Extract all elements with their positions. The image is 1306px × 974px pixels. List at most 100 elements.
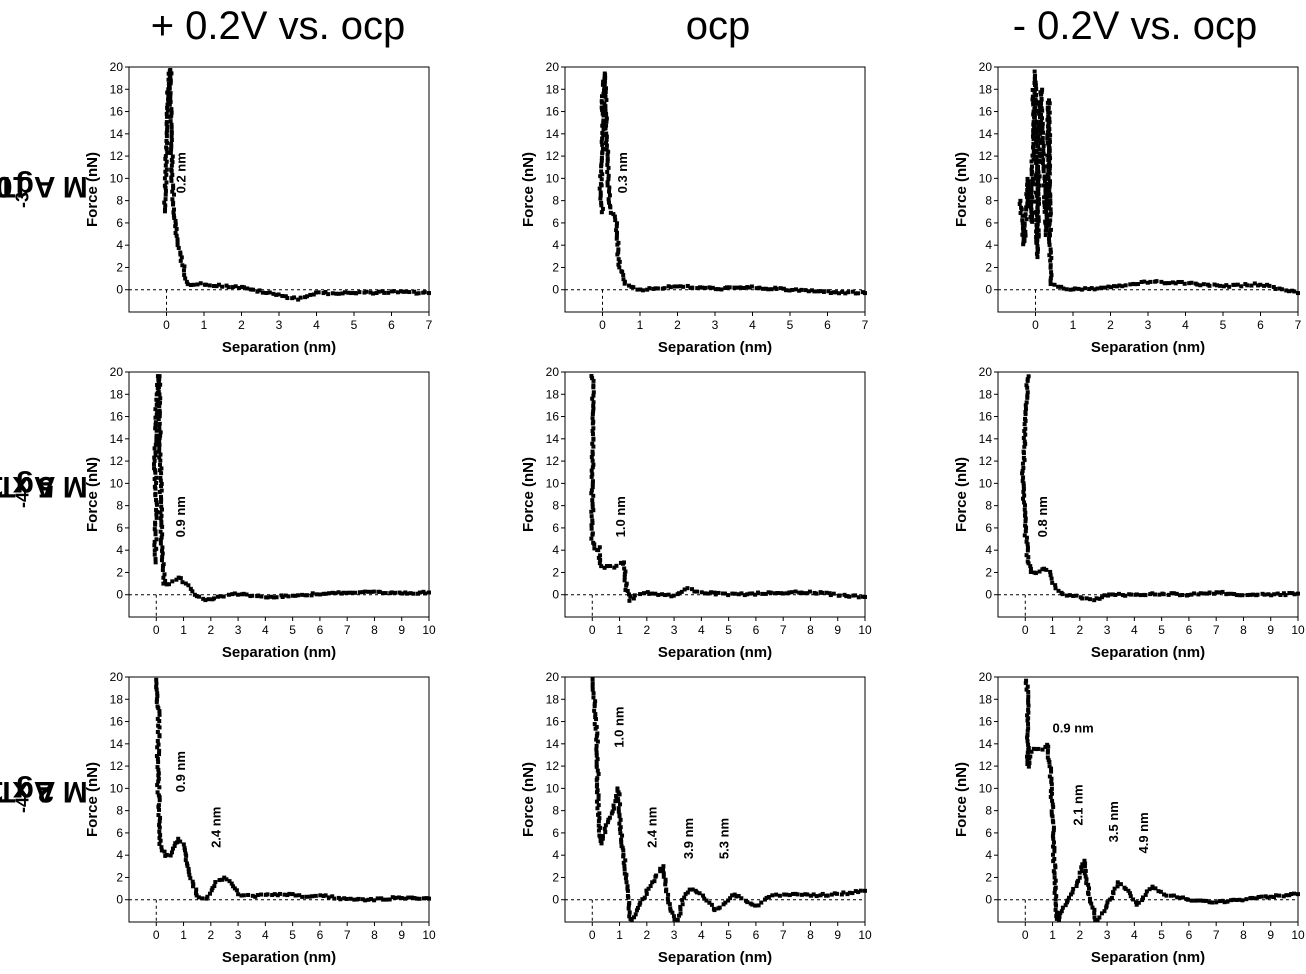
panel-2-3-ytick-label: 2 — [985, 565, 992, 579]
panel-3-1-data-point — [183, 851, 188, 856]
panel-1-2-data-point — [732, 285, 737, 290]
panel-3-1-data-point — [169, 850, 174, 855]
panel-3-2-data-point — [759, 900, 764, 905]
panel-1-3-data-point — [1047, 148, 1052, 153]
panel-3-1-xtick-label: 0 — [153, 928, 160, 942]
panel-2-1-data-point — [152, 539, 157, 544]
panel-1-1-data-point — [169, 125, 174, 130]
panel-1-2-data-point — [607, 185, 612, 190]
panel-1-3-data-point — [1020, 213, 1025, 218]
panel-2-1-data-point — [215, 594, 220, 599]
panel-1-2-data-point — [614, 224, 619, 229]
panel-1-3-data-point — [1262, 283, 1267, 288]
panel-1-3-data-point — [1142, 279, 1147, 284]
panel-2-1-data-point — [155, 410, 160, 415]
panel-2-2-data-point — [598, 557, 603, 562]
panel-3-2-data-point — [626, 895, 631, 900]
panel-2-1-data-point — [256, 593, 261, 598]
panel-2-2-data-point — [623, 587, 628, 592]
panel-1-2-data-point — [599, 177, 604, 182]
panel-1-3-data-point — [1030, 134, 1035, 139]
panel-1-3-data-point — [1040, 138, 1045, 143]
panel-2-2-data-point — [622, 571, 627, 576]
panel-3-3-data-point — [1092, 915, 1097, 920]
panel-1-3-data-point — [1042, 195, 1047, 200]
panel-2-1-data-point — [152, 552, 157, 557]
panel-2-1-data-point — [427, 590, 431, 595]
panel-1-2-data-point — [600, 142, 605, 147]
panel-1-3-data-point — [1111, 284, 1116, 289]
panel-3-2-data-point — [856, 890, 861, 895]
panel-1-1-data-point — [354, 291, 359, 296]
panel-1-3-data-point — [1201, 282, 1206, 287]
panel-1-3-data-point — [1089, 286, 1094, 291]
panel-3-2-data-point — [593, 699, 598, 704]
panel-1-3-data-point — [1042, 200, 1047, 205]
panel-2-3-data-point — [1023, 432, 1028, 437]
panel-3-1-data-point — [191, 884, 196, 889]
panel-1-1-data-point — [340, 291, 345, 296]
panel-2-3-ytick-label: 4 — [985, 543, 992, 557]
panel-2-1-data-point — [153, 520, 158, 525]
panel-3-1-xtick-label: 8 — [371, 928, 378, 942]
panel-3-3-xtick-label: 7 — [1213, 928, 1220, 942]
panel-1-3-data-point — [1034, 150, 1039, 155]
panel-1-3-data-point — [1032, 90, 1037, 95]
panel-1-2-data-point — [818, 289, 823, 294]
panel-3-1-ytick-label: 10 — [110, 781, 124, 795]
panel-3-1-data-point — [193, 891, 198, 896]
panel-2-1-ytick-label: 0 — [116, 588, 123, 602]
panel-1-1-data-point — [191, 282, 196, 287]
panel-1-3-data-point — [1159, 279, 1164, 284]
panel-3-3-data-point — [1051, 820, 1056, 825]
panel-3-2-data-point — [658, 869, 663, 874]
panel-1-3-data-point — [1047, 156, 1052, 161]
panel-2-1-data-point — [381, 591, 386, 596]
panel-3-2-data-point — [661, 871, 666, 876]
panel-3-3-data-point — [1118, 882, 1123, 887]
panel-2-1-data-point — [235, 592, 240, 597]
panel-1-3-data-point — [1042, 179, 1047, 184]
panel-3-3-data-point — [1025, 754, 1030, 759]
panel-2-1-data-point — [153, 415, 158, 420]
panel-2-1-data-point — [360, 590, 365, 595]
panel-1-1-data-point — [178, 252, 183, 257]
panel-2-2-data-point — [591, 426, 596, 431]
panel-1-3-data-point — [1024, 192, 1029, 197]
panel-2-1-data-point — [159, 497, 164, 502]
panel-1-1-data-point — [165, 124, 170, 129]
panel-1-2-data-point — [600, 136, 605, 141]
panel-2-1-data-point — [154, 502, 159, 507]
panel-2-2-xtick-label: 9 — [834, 623, 841, 637]
panel-3-2-data-point — [595, 768, 600, 773]
panel-1-2-data-point — [745, 285, 750, 290]
panel-2-1-data-point — [160, 524, 165, 529]
panel-3-2-data-point — [594, 759, 599, 764]
panel-2-2-ytick-label: 12 — [546, 454, 560, 468]
panel-2-2-data-point — [614, 563, 619, 568]
panel-3-3-data-point — [1105, 900, 1110, 905]
panel-2-1-data-point — [309, 593, 314, 598]
panel-1-1-data-point — [164, 159, 169, 164]
panel-2-1-data-point — [157, 424, 162, 429]
panel-1-2-data-point — [836, 291, 841, 296]
panel-1-3-data-point — [1189, 280, 1194, 285]
panel-1-1-data-point — [175, 243, 180, 248]
panel-3-2-data-point — [592, 704, 597, 709]
panel-3-3-data-point — [1023, 680, 1028, 685]
panel-2-3-data-point — [1110, 592, 1115, 597]
panel-3-3-ytick-label: 10 — [979, 781, 993, 795]
panel-1-1-data-point — [230, 285, 235, 290]
panel-1-3-data-point — [1039, 97, 1044, 102]
panel-1-2-data-point — [616, 262, 621, 267]
panel-1-3-data-point — [1048, 198, 1053, 203]
panel-3-1-data-point — [352, 897, 357, 902]
panel-3-2-data-point — [627, 914, 632, 919]
panel-3-2-data-point — [787, 893, 792, 898]
panel-2-2-data-point — [663, 593, 668, 598]
panel-1-1-data-point — [285, 296, 290, 301]
panel-2-2-xtick-label: 5 — [725, 623, 732, 637]
panel-2-2-data-point — [730, 591, 735, 596]
panel-2-2-data-point — [699, 590, 704, 595]
panel-2-1-xtick-label: 1 — [180, 623, 187, 637]
